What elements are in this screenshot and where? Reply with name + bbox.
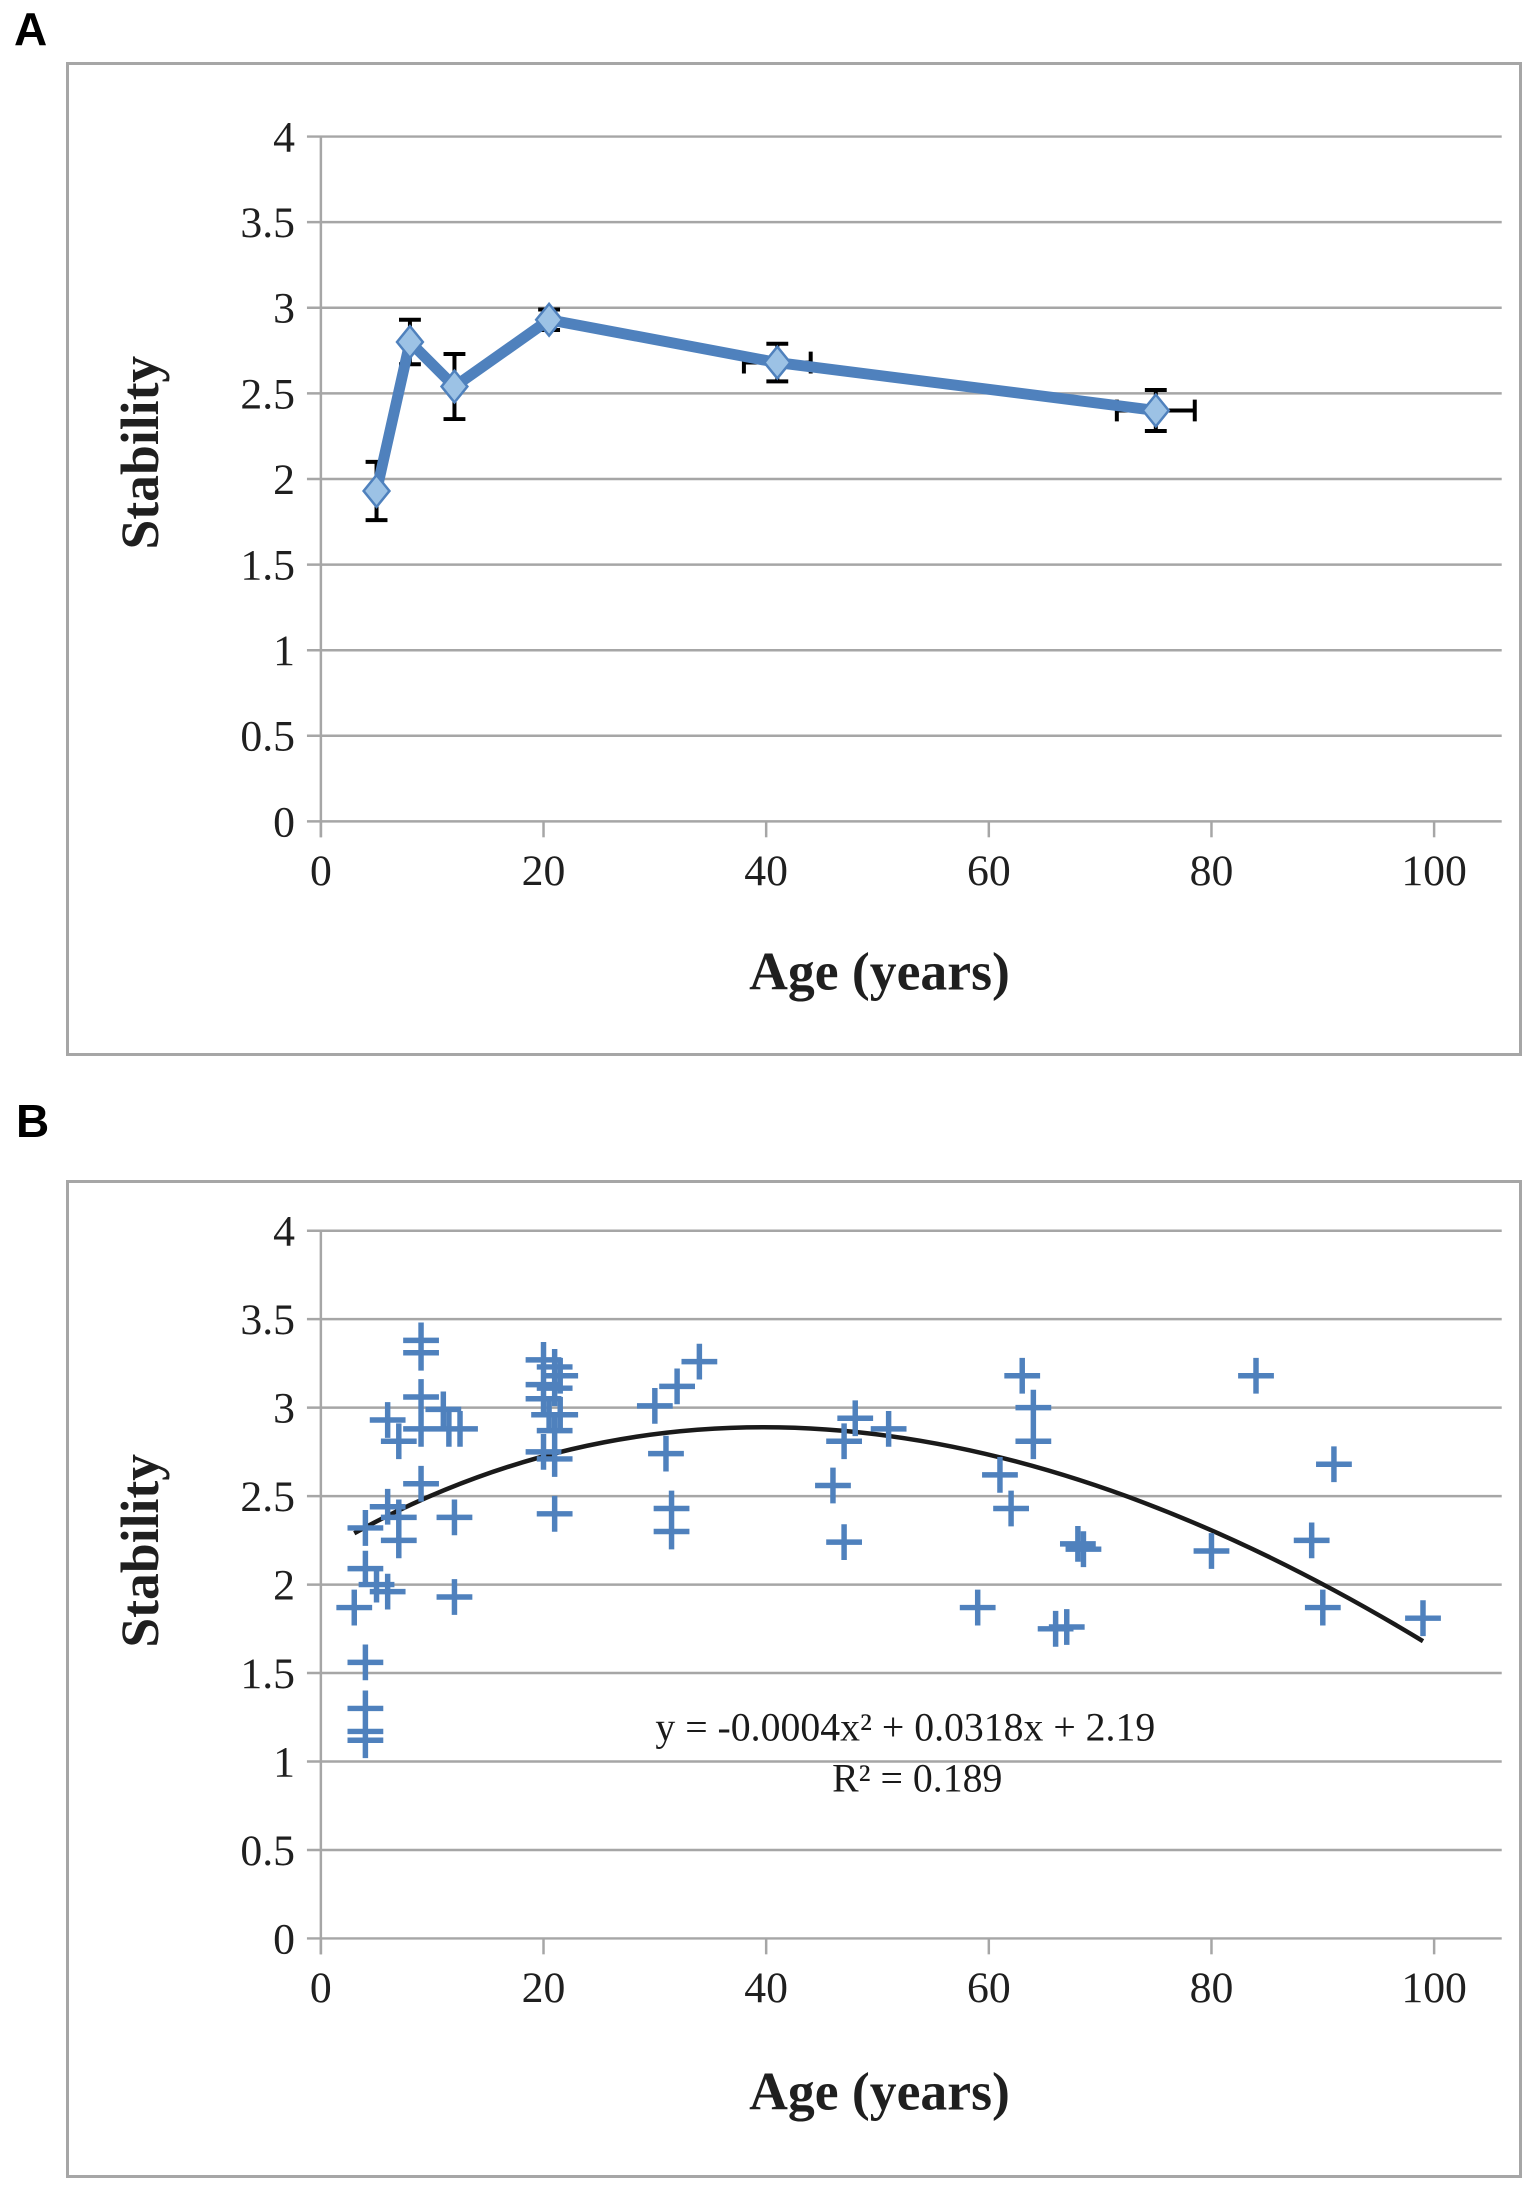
y-tick-label: 3 bbox=[273, 1385, 295, 1433]
panel-a-tick-labels: 4 3.5 3 2.5 2 1.5 1 0.5 00 20 40 60 80 100 bbox=[240, 113, 1467, 895]
y-tick-label: 0.5 bbox=[240, 1827, 295, 1875]
y-tick-label: 4 bbox=[273, 1208, 295, 1256]
panel-b-data-series bbox=[336, 1322, 1441, 1759]
y-tick-label: 4 bbox=[273, 113, 295, 161]
diamond-marker bbox=[395, 324, 425, 360]
x-tick-label: 40 bbox=[744, 1964, 788, 2012]
x-tick-label: 80 bbox=[1190, 1964, 1234, 2012]
panel-a-data-series bbox=[362, 301, 1197, 523]
panel-b-scatter-chart: 4 3.5 3 2.5 2 1.5 1 0.5 00 20 40 60 80 100 y = -0.000… bbox=[110, 1208, 1502, 2121]
panel-a-chart-box: 4 3.5 3 2.5 2 1.5 1 0.5 0 0 20 40 60 80 100 Stability … bbox=[66, 62, 1522, 1056]
panel-a-y-axis-title: Stability bbox=[110, 356, 170, 550]
panel-b-axes bbox=[319, 1230, 1436, 1955]
x-tick-label: 80 bbox=[1190, 847, 1234, 895]
y-tick-label: 1.5 bbox=[240, 542, 295, 590]
y-tick-label: 3 bbox=[273, 285, 295, 333]
diamond-marker bbox=[534, 301, 564, 338]
panel-a-label: A bbox=[14, 3, 48, 55]
y-tick-label: 1.5 bbox=[240, 1650, 295, 1698]
x-tick-label: 0 bbox=[310, 1964, 332, 2012]
error-bars bbox=[365, 307, 1197, 523]
y-tick-label: 3.5 bbox=[240, 199, 295, 247]
y-tick-label: 1 bbox=[273, 627, 295, 675]
y-tick-label: 0 bbox=[273, 1915, 295, 1963]
y-tick-label: 2 bbox=[273, 456, 295, 504]
x-tick-label: 20 bbox=[522, 847, 566, 895]
y-tick-label: 2 bbox=[273, 1561, 295, 1609]
x-tick-label: 0 bbox=[310, 847, 332, 895]
x-tick-label: 60 bbox=[967, 847, 1011, 895]
trendline-r-squared: R² = 0.189 bbox=[832, 1756, 1002, 1800]
panel-a-axes bbox=[319, 136, 1436, 838]
panel-a-x-axis-title: Age (years) bbox=[749, 941, 1010, 1001]
plus-markers bbox=[336, 1322, 1441, 1759]
y-tick-label: 2.5 bbox=[240, 1473, 295, 1521]
y-tick-label: 1 bbox=[273, 1738, 295, 1786]
panel-b-gridlines bbox=[306, 1229, 1502, 1940]
panel-b-chart-box: 4 3.5 3 2.5 2 1.5 1 0.5 0 0 20 40 60 80 100 y = -0.000… bbox=[66, 1180, 1522, 2178]
panel-b-x-axis-title: Age (years) bbox=[749, 2061, 1010, 2121]
x-tick-label: 20 bbox=[522, 1964, 566, 2012]
trendline-equation: y = -0.0004x² + 0.0318x + 2.19 bbox=[655, 1706, 1155, 1750]
x-tick-label: 100 bbox=[1401, 847, 1467, 895]
trendline-curve bbox=[353, 1425, 1425, 1644]
x-tick-label: 60 bbox=[967, 1964, 1011, 2012]
diamond-marker bbox=[762, 344, 792, 381]
y-tick-label: 2.5 bbox=[240, 370, 295, 418]
panel-b-label: B bbox=[16, 1095, 50, 1147]
x-tick-label: 100 bbox=[1401, 1964, 1467, 2012]
diamond-marker bbox=[1141, 392, 1171, 429]
y-tick-label: 0.5 bbox=[240, 713, 295, 761]
stability-line bbox=[371, 314, 1162, 497]
y-tick-label: 0 bbox=[273, 798, 295, 846]
diamond-marker bbox=[362, 473, 392, 509]
panel-a-line-chart: 43.532.521.510.500 20 40 60 80 100 Stability … bbox=[110, 113, 1502, 1001]
diamond-marker bbox=[439, 368, 469, 405]
x-tick-label: 40 bbox=[744, 847, 788, 895]
y-tick-label: 3.5 bbox=[240, 1296, 295, 1344]
panel-a-gridlines bbox=[306, 135, 1502, 823]
panel-b-y-axis-title: Stability bbox=[110, 1454, 170, 1648]
panel-b-tick-labels: 4 3.5 3 2.5 2 1.5 1 0.5 00 20 40 60 80 100 bbox=[240, 1208, 1467, 2012]
